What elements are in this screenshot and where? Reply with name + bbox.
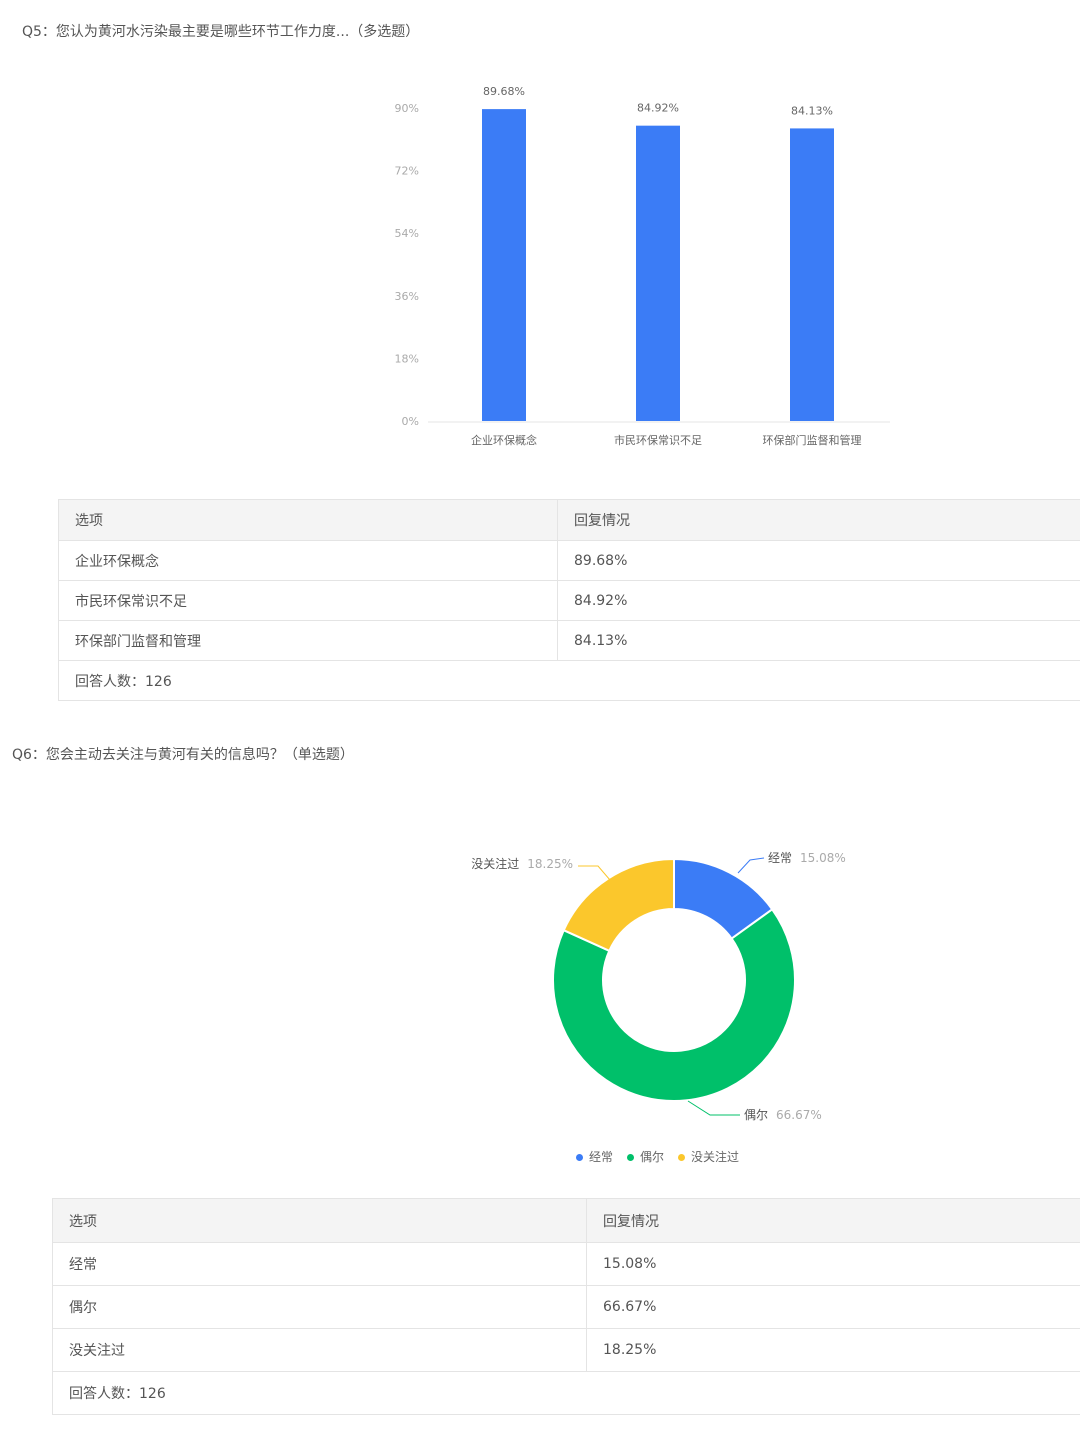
option-cell: 市民环保常识不足 xyxy=(59,581,558,620)
table-row: 环保部门监督和管理 84.13% xyxy=(59,620,1080,660)
table-footer: 回答人数：126 xyxy=(59,660,1080,700)
response-cell: 18.25% xyxy=(603,1342,657,1358)
legend-label: 经常 xyxy=(589,1150,614,1164)
slice-label: 没关注过 18.25% xyxy=(471,856,573,871)
bar-chart: 0% 18% 36% 54% 72% 90% 89.68% 企业环保概念 84.92% 市民环保常… xyxy=(395,85,890,447)
x-tick-label: 市民环保常识不足 xyxy=(614,433,702,447)
label-leader-line xyxy=(687,1100,740,1116)
y-tick-label: 18% xyxy=(395,352,419,365)
q5-table: 选项 回复情况 企业环保概念 89.68% 市民环保常识不足 84.92% 环保部门监督和管… xyxy=(58,499,1080,701)
slice-percent: 15.08% xyxy=(800,851,846,865)
legend-item[interactable]: 偶尔 xyxy=(627,1148,664,1165)
y-tick-label: 0% xyxy=(402,415,419,428)
option-cell: 没关注过 xyxy=(53,1329,587,1371)
option-cell: 企业环保概念 xyxy=(59,541,558,580)
q5-title: Q5：您认为黄河水污染最主要是哪些环节工作力度...（多选题） xyxy=(22,24,420,40)
table-row: 没关注过 18.25% xyxy=(53,1328,1080,1371)
legend-item[interactable]: 没关注过 xyxy=(678,1148,739,1165)
legend-dot-icon xyxy=(678,1154,686,1161)
y-tick-label: 90% xyxy=(395,102,419,115)
slice-label: 经常 15.08% xyxy=(768,851,846,865)
q6-table: 选项 回复情况 经常 15.08% 偶尔 66.67% 没关注过 18.25% 回答人数：126 xyxy=(52,1198,1080,1415)
slice-percent: 18.25% xyxy=(527,857,573,871)
option-cell: 选项 xyxy=(53,1199,587,1242)
legend-item[interactable]: 经常 xyxy=(576,1148,613,1165)
slice-category: 经常 xyxy=(768,851,792,865)
slice-category: 偶尔 xyxy=(744,1107,768,1122)
x-tick-label: 企业环保概念 xyxy=(471,433,537,447)
respondent-count: 回答人数：126 xyxy=(75,673,172,690)
y-tick-label: 72% xyxy=(395,165,419,178)
legend-dot-icon xyxy=(576,1154,583,1161)
table-header: 选项 回复情况 xyxy=(53,1199,1080,1242)
bar-data-label: 84.13% xyxy=(791,104,833,117)
donut-slice xyxy=(562,857,675,953)
slice-label: 偶尔 66.67% xyxy=(744,1107,822,1122)
table-row: 偶尔 66.67% xyxy=(53,1285,1080,1328)
option-cell: 环保部门监督和管理 xyxy=(59,621,558,660)
response-cell: 15.08% xyxy=(603,1256,657,1272)
option-cell: 经常 xyxy=(53,1243,587,1285)
table-row: 市民环保常识不足 84.92% xyxy=(59,580,1080,620)
option-cell: 偶尔 xyxy=(53,1286,587,1328)
donut-chart: 经常 15.08% 偶尔 66.67% 没关注过 18.25% xyxy=(471,851,846,1122)
bar xyxy=(790,128,834,421)
q6-title: Q6：您会主动去关注与黄河有关的信息吗？（单选题） xyxy=(12,747,354,763)
bar xyxy=(636,125,680,421)
legend-label: 没关注过 xyxy=(691,1150,740,1164)
chart-legend: 经常 偶尔 没关注过 xyxy=(576,1148,739,1165)
response-cell: 89.68% xyxy=(574,552,628,569)
respondent-count: 回答人数：126 xyxy=(69,1386,166,1402)
table-row: 企业环保概念 89.68% xyxy=(59,540,1080,580)
response-cell: 回复情况 xyxy=(574,513,630,529)
legend-dot-icon xyxy=(627,1154,635,1161)
y-tick-label: 54% xyxy=(395,227,419,240)
y-tick-label: 36% xyxy=(395,290,419,303)
label-leader-line xyxy=(578,865,611,881)
slice-category: 没关注过 xyxy=(471,856,519,871)
bar-data-label: 89.68% xyxy=(483,85,525,98)
response-cell: 回复情况 xyxy=(603,1213,659,1230)
bar-data-label: 84.92% xyxy=(637,102,679,115)
table-footer: 回答人数：126 xyxy=(53,1371,1080,1414)
response-cell: 84.13% xyxy=(574,632,628,649)
option-cell: 选项 xyxy=(59,500,558,540)
slice-percent: 66.67% xyxy=(776,1108,822,1122)
donut-slice xyxy=(552,907,796,1102)
table-row: 经常 15.08% xyxy=(53,1242,1080,1285)
response-cell: 66.67% xyxy=(603,1299,657,1315)
label-leader-line xyxy=(737,857,765,874)
response-cell: 84.92% xyxy=(574,592,628,609)
legend-label: 偶尔 xyxy=(640,1150,665,1164)
bar xyxy=(482,109,526,422)
x-tick-label: 环保部门监督和管理 xyxy=(763,433,862,447)
table-header: 选项 回复情况 xyxy=(59,500,1080,540)
